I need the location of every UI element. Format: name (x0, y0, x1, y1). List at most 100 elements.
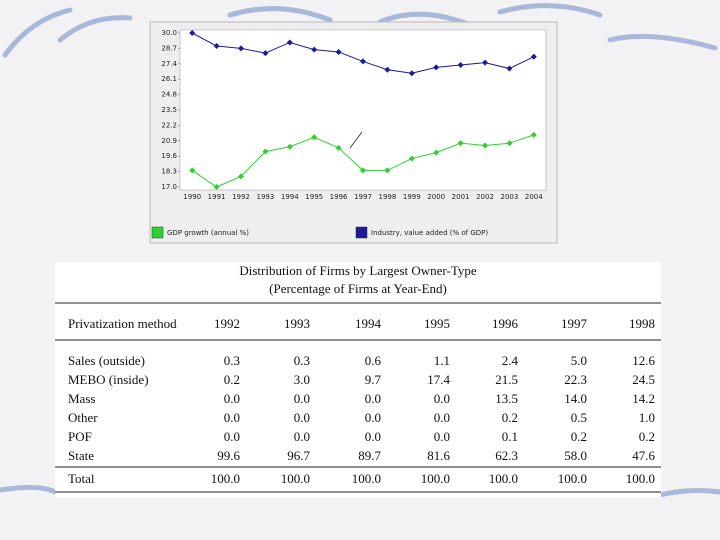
table-cell: 0.2 (224, 372, 240, 387)
point-marker (433, 149, 440, 156)
total-cell: 100.0 (626, 471, 655, 486)
table-cell: 12.6 (632, 353, 655, 368)
total-cell: 100.0 (352, 471, 381, 486)
table-cell: 99.6 (217, 448, 240, 463)
point-marker (238, 173, 244, 180)
point-marker (286, 39, 293, 46)
point-marker (384, 167, 391, 174)
point-marker (360, 58, 366, 65)
y-tick-label: 24.8 (161, 91, 177, 99)
x-tick-label: 2000 (427, 193, 445, 201)
table-cell: 0.0 (434, 410, 450, 425)
table-cell: 0.0 (294, 391, 310, 406)
table-cell: Other (68, 410, 98, 425)
decoration (0, 3, 720, 498)
y-tick-label: 22.2 (161, 121, 177, 129)
legend-swatch (151, 226, 164, 239)
table-cell: 0.2 (639, 429, 655, 444)
point-marker (335, 144, 342, 151)
point-marker (433, 64, 440, 71)
x-tick-label: 2002 (476, 193, 494, 201)
table-cell: 0.0 (365, 429, 381, 444)
point-marker (360, 167, 366, 174)
point-marker (530, 131, 537, 138)
total-cell: 100.0 (558, 471, 587, 486)
table-cell: 0.0 (224, 391, 240, 406)
table-subtitle: (Percentage of Firms at Year-End) (269, 281, 447, 296)
point-marker (457, 61, 464, 68)
table-cell: 0.2 (571, 429, 587, 444)
x-tick-label: 1995 (305, 193, 323, 201)
point-marker (384, 66, 391, 73)
x-tick-label: 2004 (525, 193, 543, 201)
point-marker (262, 50, 269, 57)
x-tick-label: 1996 (330, 193, 348, 201)
x-tick-label: 1991 (208, 193, 226, 201)
table-title: Distribution of Firms by Largest Owner-T… (239, 263, 476, 278)
column-header: 1996 (492, 316, 519, 331)
table-cell: 14.2 (632, 391, 655, 406)
column-header: 1998 (629, 316, 655, 331)
table-cell: 58.0 (564, 448, 587, 463)
x-tick-label: 1994 (281, 193, 299, 201)
table-cell: 0.0 (434, 391, 450, 406)
table-cell: 0.0 (434, 429, 450, 444)
table-panel (55, 262, 661, 498)
point-marker (213, 184, 220, 190)
table-cell: 0.3 (224, 353, 240, 368)
point-marker (482, 59, 488, 66)
point-marker (530, 53, 537, 60)
table-cell: 1.1 (434, 353, 450, 368)
x-tick-label: 2003 (500, 193, 518, 201)
table-cell: 0.0 (294, 410, 310, 425)
y-tick-label: 19.6 (161, 152, 177, 160)
y-tick-label: 27.4 (161, 60, 177, 68)
table-cell: 1.0 (639, 410, 655, 425)
y-tick-label: 26.1 (161, 75, 177, 83)
total-cell: 100.0 (421, 471, 450, 486)
annotation-stroke (349, 131, 363, 149)
total-cell: 100.0 (211, 471, 240, 486)
x-tick-label: 1998 (378, 193, 396, 201)
x-tick-label: 1997 (354, 193, 372, 201)
total-cell: 100.0 (281, 471, 310, 486)
point-marker (408, 155, 415, 162)
legend-swatch (355, 226, 368, 239)
point-marker (457, 140, 464, 147)
point-marker (506, 140, 513, 147)
point-marker (506, 65, 513, 72)
table-cell: 89.7 (358, 448, 381, 463)
point-marker (189, 167, 196, 174)
table-cell: 3.0 (294, 372, 310, 387)
plot-area (179, 29, 547, 191)
column-header: 1993 (284, 316, 310, 331)
table-cell: MEBO (inside) (68, 372, 149, 387)
total-cell: 100.0 (489, 471, 518, 486)
table-cell: POF (68, 429, 92, 444)
table-cell: 81.6 (427, 448, 450, 463)
table-cell: State (68, 448, 94, 463)
column-header: 1995 (424, 316, 450, 331)
column-header: 1997 (561, 316, 588, 331)
table-cell: 22.3 (564, 372, 587, 387)
y-tick-label: 18.3 (161, 168, 177, 176)
table-cell: 62.3 (495, 448, 518, 463)
point-marker (311, 134, 318, 141)
table-cell: 13.5 (495, 391, 518, 406)
point-marker (286, 143, 293, 150)
x-tick-label: 1999 (403, 193, 421, 201)
table-cell: 0.0 (294, 429, 310, 444)
table-cell: 0.1 (502, 429, 518, 444)
table-cell: 5.0 (571, 353, 587, 368)
table-cell: 0.2 (502, 410, 518, 425)
point-marker (262, 148, 269, 155)
point-marker (189, 30, 196, 36)
point-marker (335, 48, 342, 55)
table-cell: 0.6 (365, 353, 382, 368)
point-marker (311, 46, 318, 53)
point-marker (238, 45, 244, 52)
table-cell: 21.5 (495, 372, 518, 387)
table-cell: Sales (outside) (68, 353, 145, 368)
x-tick-label: 2001 (452, 193, 470, 201)
